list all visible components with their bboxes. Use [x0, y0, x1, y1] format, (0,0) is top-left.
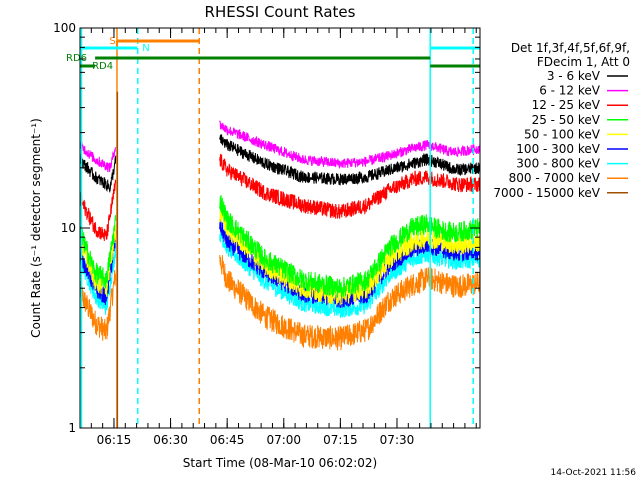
flag-label-rd6: RD6 — [66, 53, 87, 64]
y-axis-label: Count Rate (s⁻¹ detector segment⁻¹) — [29, 118, 43, 338]
flag-label-s: S — [109, 36, 115, 47]
legend-header-line-2: FDecim 1, Att 0 — [537, 55, 630, 69]
x-tick-label-3: 07:00 — [266, 433, 301, 447]
flag-label-rd4: RD4 — [92, 61, 113, 72]
y-tick-label-0: 1 — [68, 421, 76, 435]
legend: Det 1f,3f,4f,5f,6f,9f, FDecim 1, Att 0 3… — [493, 41, 630, 200]
flag-label-n: N — [142, 43, 149, 54]
series-line-1 — [80, 120, 480, 173]
series-line-2 — [80, 154, 480, 242]
legend-entry-1: 6 - 12 keV — [539, 84, 601, 98]
x-tick-label-1: 06:30 — [153, 433, 188, 447]
legend-entry-0: 3 - 6 keV — [547, 69, 601, 83]
legend-entry-7: 800 - 7000 keV — [509, 171, 601, 185]
legend-header-line-1: Det 1f,3f,4f,5f,6f,9f, — [511, 41, 630, 55]
series-line-3 — [80, 195, 480, 298]
legend-entry-5: 100 - 300 keV — [516, 142, 600, 156]
legend-entry-8: 7000 - 15000 keV — [493, 186, 600, 200]
series-group — [80, 120, 480, 351]
plot-area: S N RD6 RD4 1 10 100 06:15 06:30 06:45 07:00 07:15 0… — [53, 21, 481, 447]
legend-entry-6: 300 - 800 keV — [516, 157, 600, 171]
timestamp: 14-Oct-2021 11:56 — [551, 468, 637, 478]
x-tick-label-2: 06:45 — [210, 433, 245, 447]
chart-title: RHESSI Count Rates — [205, 3, 356, 21]
series-line-0 — [80, 134, 480, 193]
y-tick-label-2: 100 — [53, 21, 76, 35]
x-tick-label-4: 07:15 — [323, 433, 358, 447]
legend-entry-4: 50 - 100 keV — [524, 127, 601, 141]
series-line-5 — [80, 218, 480, 308]
legend-entry-2: 12 - 25 keV — [532, 98, 601, 112]
legend-entry-3: 25 - 50 keV — [532, 113, 601, 127]
x-tick-label-5: 07:30 — [380, 433, 415, 447]
y-tick-label-1: 10 — [61, 221, 76, 235]
x-tick-label-0: 06:15 — [97, 433, 132, 447]
x-axis-label: Start Time (08-Mar-10 06:02:02) — [183, 456, 377, 470]
series-line-7 — [80, 254, 480, 351]
